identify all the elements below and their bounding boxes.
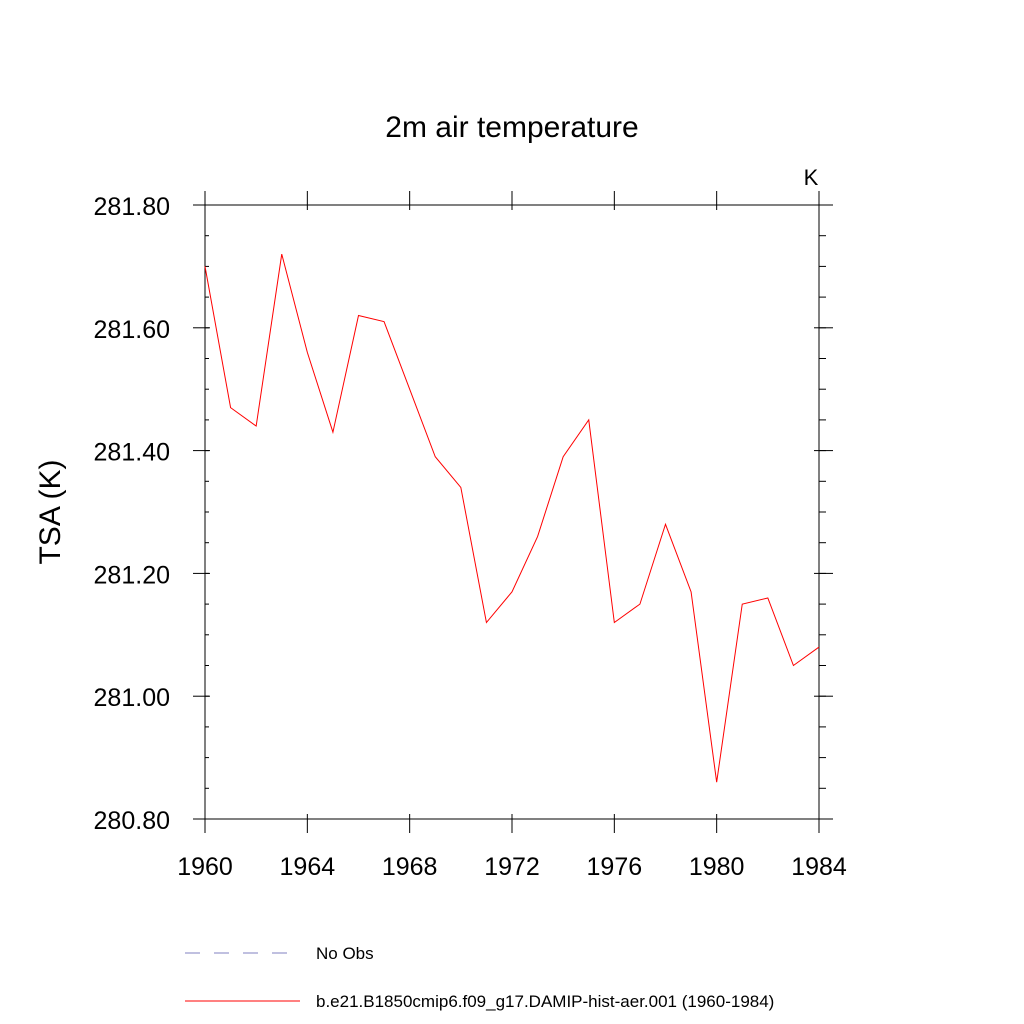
chart-title: 2m air temperature bbox=[385, 111, 638, 144]
x-tick-label: 1964 bbox=[280, 853, 336, 881]
y-axis-label: TSA (K) bbox=[34, 459, 67, 564]
legend: No Obs b.e21.B1850cmip6.f09_g17.DAMIP-hi… bbox=[185, 944, 774, 1011]
axis-ticks bbox=[193, 191, 833, 833]
x-tick-label: 1960 bbox=[177, 853, 233, 881]
y-tick-label: 281.00 bbox=[94, 684, 170, 712]
x-tick-label: 1980 bbox=[689, 853, 745, 881]
legend-label-no-obs: No Obs bbox=[316, 944, 374, 963]
plot-frame bbox=[204, 204, 820, 820]
series-line-0 bbox=[204, 253, 820, 783]
y-tick-label: 281.80 bbox=[94, 193, 170, 221]
y-tick-label: 281.20 bbox=[94, 561, 170, 589]
series-group bbox=[204, 253, 820, 783]
units-label: K bbox=[804, 165, 819, 190]
y-tick-labels: 280.80 281.00 281.20 281.40 281.60 281.80 bbox=[94, 193, 170, 835]
y-tick-label: 281.60 bbox=[94, 316, 170, 344]
x-tick-label: 1972 bbox=[484, 853, 540, 881]
y-tick-label: 281.40 bbox=[94, 439, 170, 467]
y-tick-label: 280.80 bbox=[94, 807, 170, 835]
x-tick-labels: 1960 1964 1968 1972 1976 1980 1984 bbox=[177, 853, 847, 881]
x-tick-label: 1976 bbox=[587, 853, 643, 881]
x-tick-label: 1968 bbox=[382, 853, 438, 881]
legend-label-model-run: b.e21.B1850cmip6.f09_g17.DAMIP-hist-aer.… bbox=[316, 992, 774, 1011]
x-tick-label: 1984 bbox=[791, 853, 847, 881]
